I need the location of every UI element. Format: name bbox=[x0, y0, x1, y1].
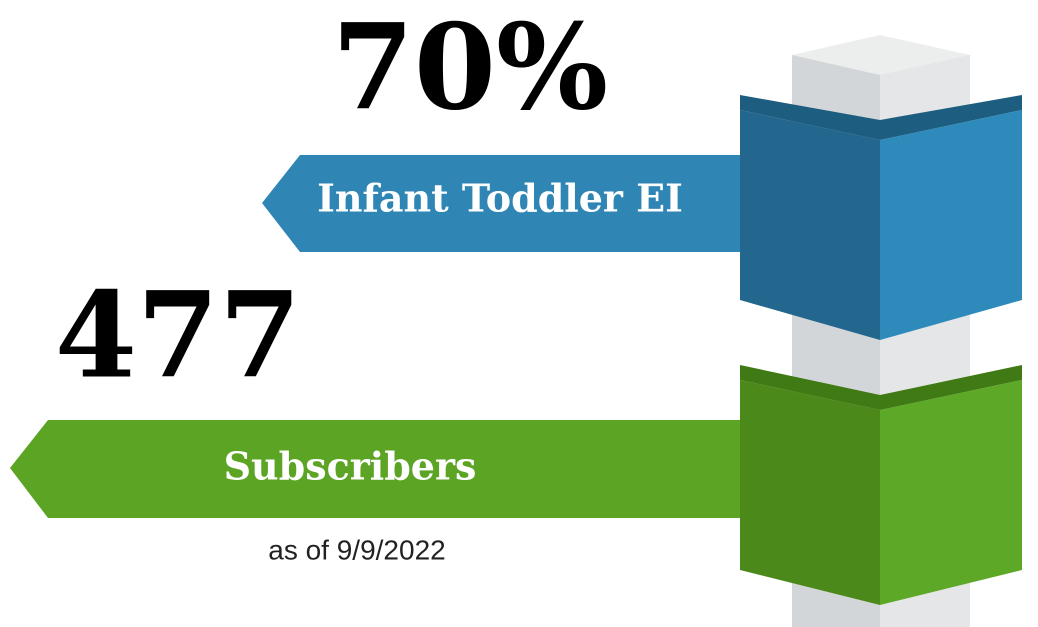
blue-box-right bbox=[880, 110, 1022, 340]
infographic: 70% Infant Toddler EI 477 Subscribers as… bbox=[0, 0, 1038, 627]
stat-value: 477 bbox=[55, 266, 301, 405]
stat-label: Subscribers bbox=[224, 444, 477, 489]
stat-note: as of 9/9/2022 bbox=[268, 534, 445, 565]
blue-box-left bbox=[740, 110, 880, 340]
green-box-left bbox=[740, 380, 880, 605]
green-box-right bbox=[880, 380, 1022, 605]
stat-value: 70% bbox=[332, 0, 608, 137]
stat-label: Infant Toddler EI bbox=[317, 176, 683, 221]
